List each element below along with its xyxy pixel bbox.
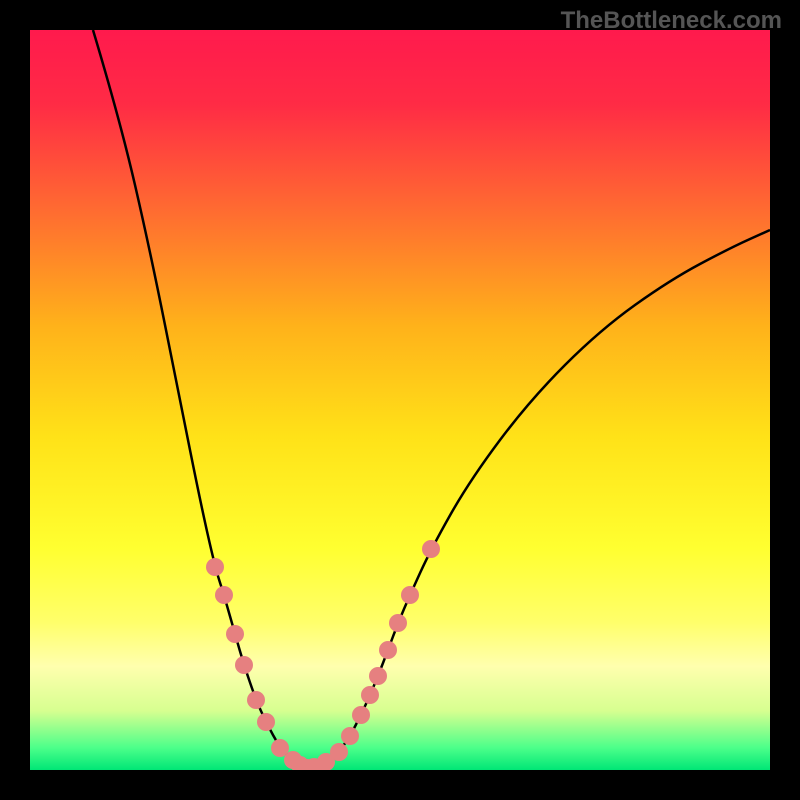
curve-marker: [226, 625, 244, 643]
curve-marker: [330, 743, 348, 761]
curve-marker: [247, 691, 265, 709]
curve-marker: [206, 558, 224, 576]
curve-marker: [361, 686, 379, 704]
chart-container: TheBottleneck.com: [0, 0, 800, 800]
curve-marker: [215, 586, 233, 604]
watermark-text: TheBottleneck.com: [561, 7, 782, 35]
plot-background-gradient: [30, 30, 770, 770]
bottleneck-chart: [0, 0, 800, 800]
curve-marker: [257, 713, 275, 731]
curve-marker: [341, 727, 359, 745]
curve-marker: [352, 706, 370, 724]
curve-marker: [401, 586, 419, 604]
curve-marker: [389, 614, 407, 632]
curve-marker: [422, 540, 440, 558]
curve-marker: [235, 656, 253, 674]
curve-marker: [369, 667, 387, 685]
curve-marker: [379, 641, 397, 659]
